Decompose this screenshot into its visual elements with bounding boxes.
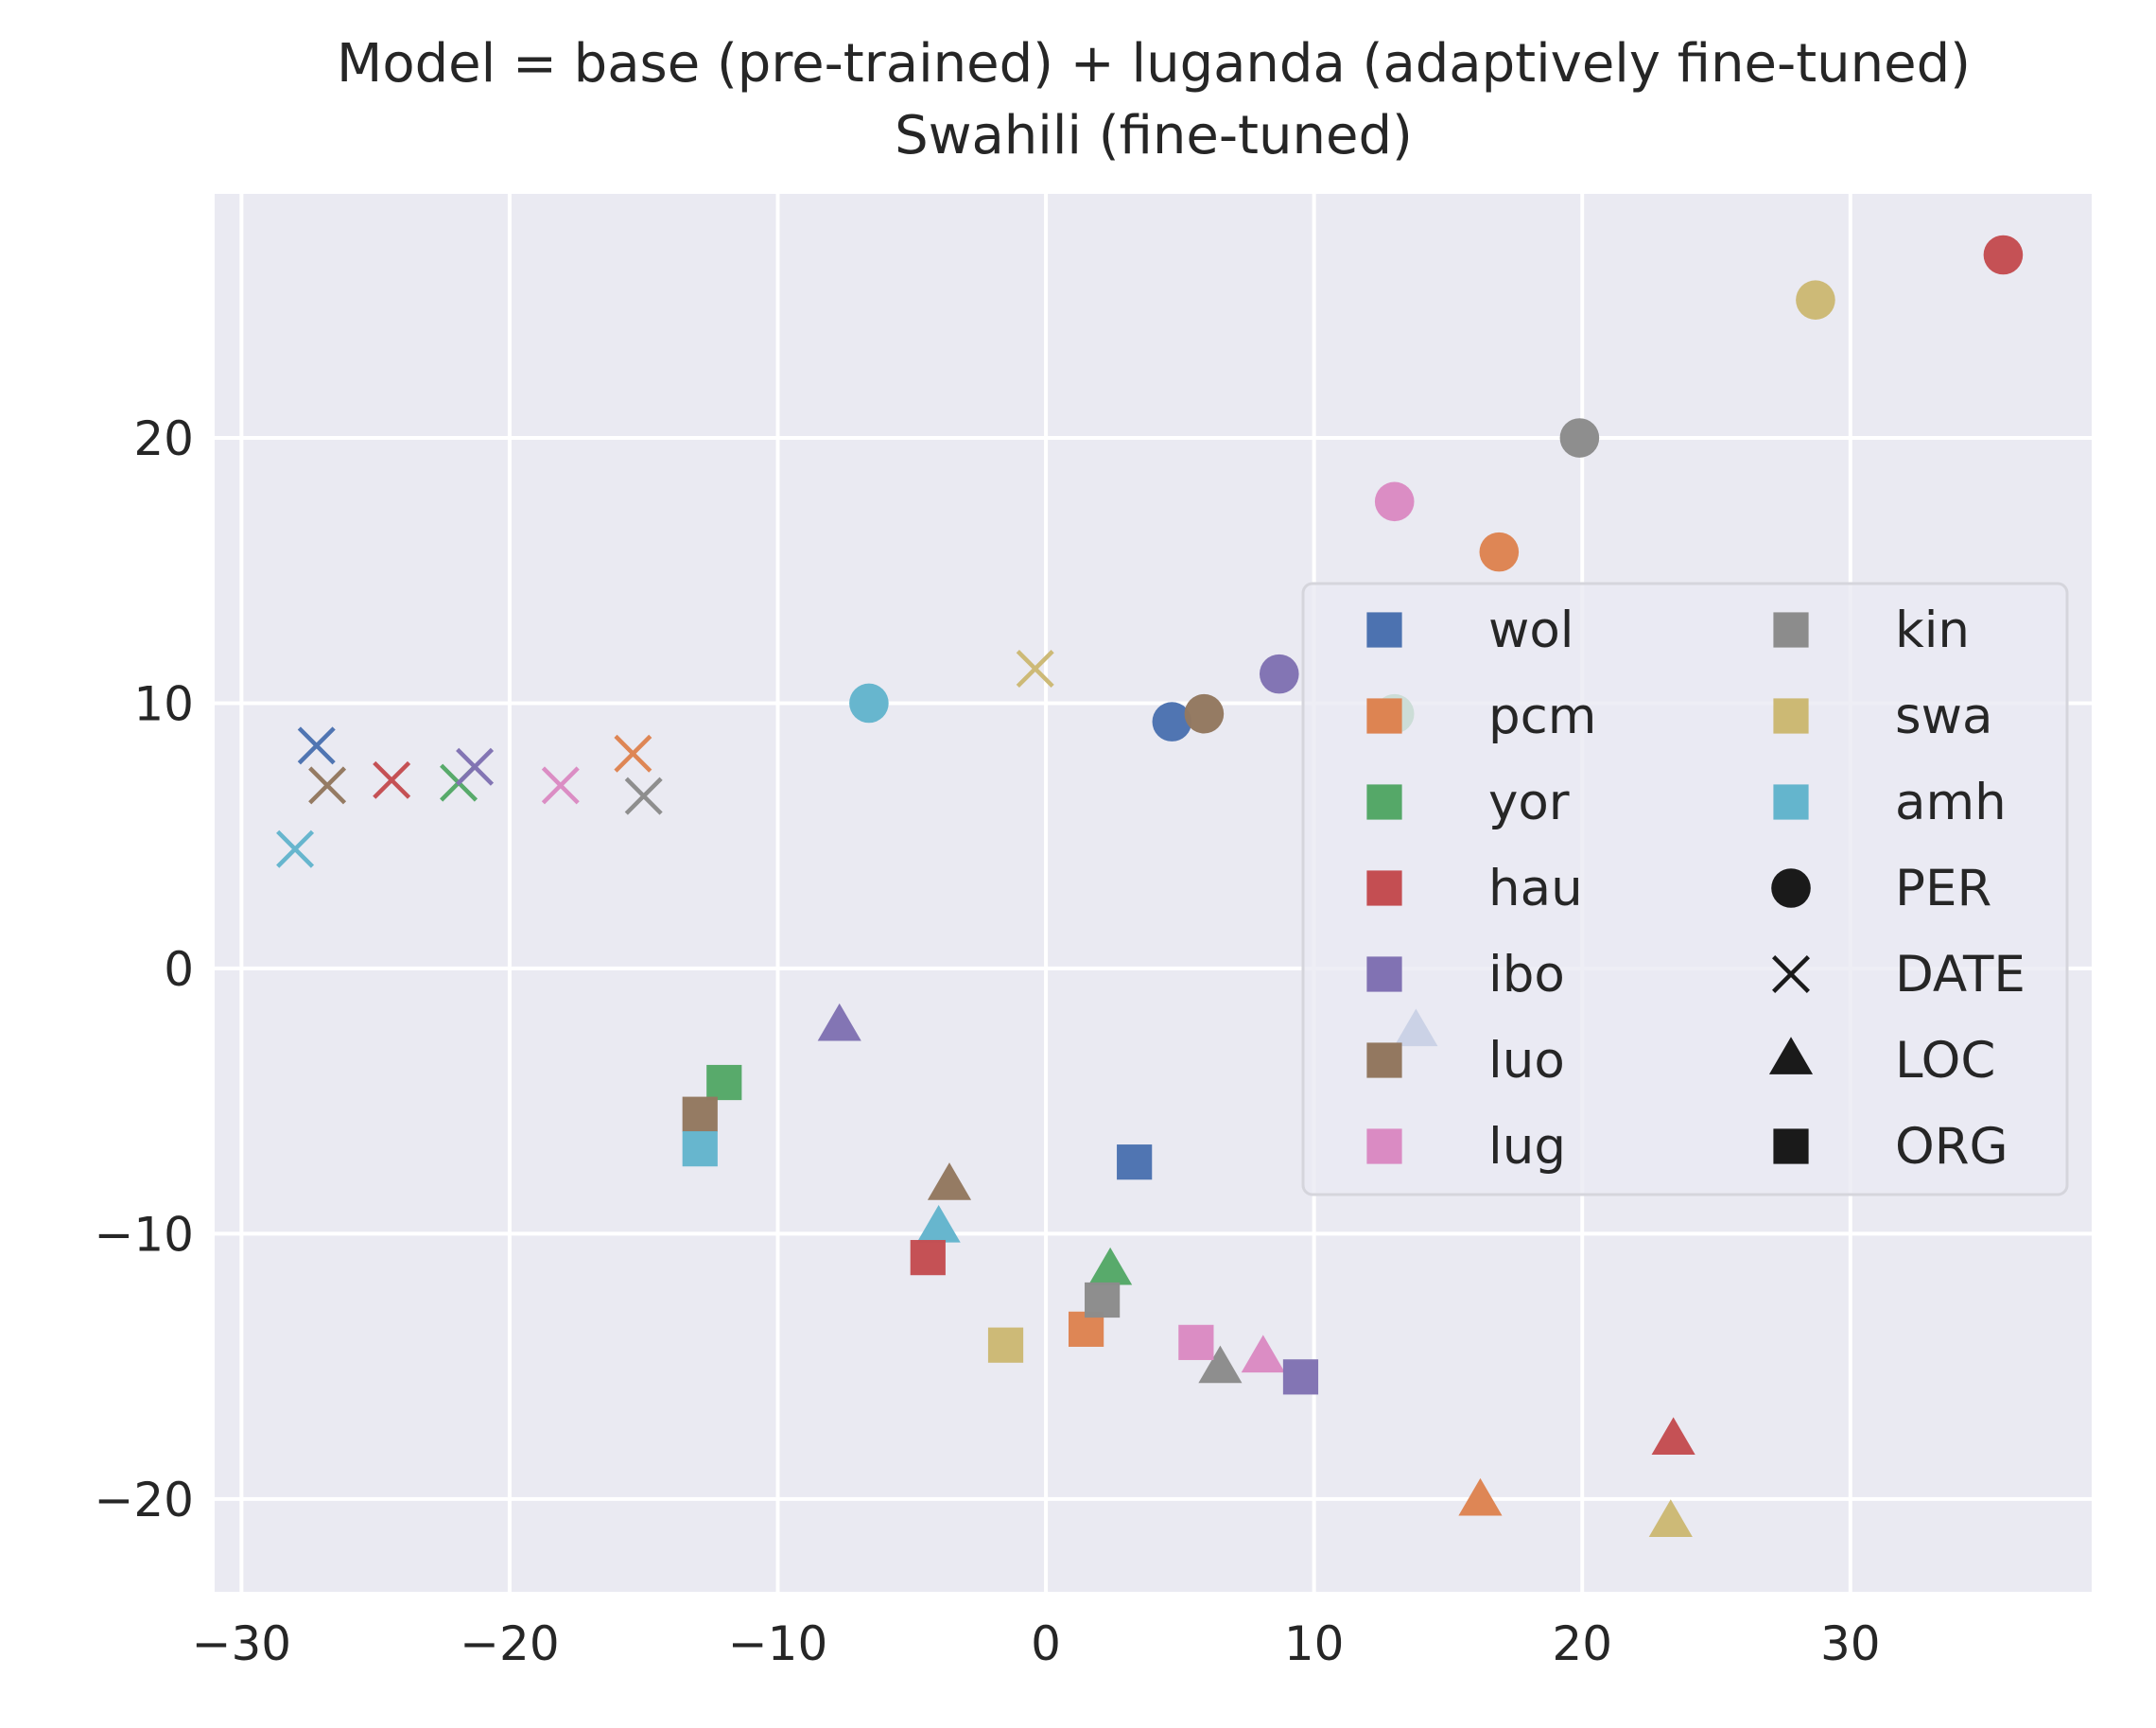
- y-tick-label: 10: [133, 676, 194, 731]
- legend-marker-hau: [1366, 870, 1402, 906]
- data-point-kin-loc: [1198, 1345, 1243, 1384]
- legend-label-hau: hau: [1488, 860, 1583, 917]
- data-point-wol-org: [1117, 1144, 1153, 1180]
- x-tick-label: −30: [192, 1616, 292, 1671]
- legend-marker-yor: [1366, 784, 1402, 820]
- legend-label-swa: swa: [1895, 688, 1992, 745]
- legend-label-ibo: ibo: [1488, 946, 1565, 1004]
- data-point-swa-loc: [1648, 1499, 1693, 1537]
- data-point-wol-date: [297, 726, 336, 765]
- x-tick-label: 30: [1820, 1616, 1881, 1671]
- data-point-hau-org: [910, 1240, 946, 1276]
- legend-label-per: PER: [1895, 860, 1991, 917]
- legend-label-pcm: pcm: [1488, 688, 1596, 745]
- data-point-amh-per: [849, 683, 889, 724]
- x-tick-label: 0: [1031, 1616, 1061, 1671]
- data-point-wol-per: [1152, 702, 1192, 742]
- data-point-kin-org: [1085, 1282, 1121, 1318]
- data-point-luo-loc: [927, 1162, 972, 1200]
- legend-marker-per: [1771, 868, 1811, 908]
- data-point-swa-org: [987, 1327, 1024, 1363]
- data-point-pcm-per: [1479, 532, 1520, 572]
- legend-marker-lug: [1366, 1128, 1402, 1164]
- legend-label-date: DATE: [1895, 946, 2026, 1004]
- data-point-lug-date: [541, 766, 580, 805]
- data-point-ibo-date: [456, 747, 495, 786]
- x-tick-label: 10: [1284, 1616, 1345, 1671]
- legend-label-yor: yor: [1488, 774, 1570, 831]
- legend-marker-wol: [1366, 612, 1402, 648]
- data-point-amh-date: [276, 829, 315, 868]
- y-tick-label: −20: [94, 1473, 194, 1527]
- data-point-hau-date: [373, 760, 411, 799]
- legend-marker-kin: [1773, 612, 1809, 648]
- legend-label-org: ORG: [1895, 1118, 2008, 1176]
- chart-subtitle: Swahili (fine-tuned): [895, 105, 1413, 166]
- data-point-lug-org: [1178, 1324, 1214, 1360]
- y-tick-label: 20: [133, 411, 194, 466]
- data-point-yor-loc: [1088, 1247, 1133, 1285]
- legend-marker-date: [1772, 955, 1810, 993]
- legend-marker-org: [1773, 1128, 1809, 1164]
- data-point-amh-loc: [916, 1204, 961, 1243]
- data-point-luo-date: [308, 766, 347, 805]
- data-point-pcm-date: [614, 734, 652, 773]
- legend-marker-swa: [1773, 698, 1809, 734]
- x-tick-label: −10: [728, 1616, 828, 1671]
- data-point-luo-org: [682, 1096, 718, 1132]
- data-point-hau-per: [1983, 235, 2024, 275]
- data-point-ibo-org: [1282, 1359, 1319, 1395]
- legend-marker-amh: [1773, 784, 1809, 820]
- x-tick-label: 20: [1552, 1616, 1612, 1671]
- chart-title: Model = base (pre-trained) + luganda (ad…: [337, 33, 1971, 95]
- legend-label-kin: kin: [1895, 602, 1970, 659]
- x-tick-label: −20: [460, 1616, 560, 1671]
- y-tick-label: −10: [94, 1207, 194, 1262]
- y-tick-label: 0: [164, 942, 194, 997]
- data-points: [276, 235, 2024, 1537]
- legend-label-luo: luo: [1488, 1032, 1565, 1090]
- data-point-hau-loc: [1651, 1417, 1695, 1456]
- data-point-ibo-per: [1259, 654, 1299, 694]
- data-point-lug-per: [1374, 481, 1415, 522]
- legend-label-lug: lug: [1488, 1118, 1566, 1176]
- data-point-swa-date: [1016, 650, 1054, 689]
- data-point-luo-per: [1184, 693, 1225, 734]
- data-point-kin-per: [1559, 418, 1600, 458]
- data-point-ibo-loc: [817, 1003, 861, 1041]
- legend-box: [1301, 582, 2069, 1196]
- legend-label-wol: wol: [1488, 602, 1574, 659]
- data-point-yor-org: [706, 1064, 742, 1101]
- data-point-swa-per: [1796, 280, 1835, 320]
- legend-marker-pcm: [1366, 698, 1402, 734]
- data-point-lug-loc: [1241, 1335, 1285, 1373]
- data-point-pcm-loc: [1458, 1477, 1503, 1516]
- data-point-kin-date: [624, 777, 663, 815]
- legend-label-loc: LOC: [1895, 1032, 1995, 1090]
- legend-marker-loc: [1768, 1037, 1814, 1074]
- legend-label-amh: amh: [1895, 774, 2007, 831]
- data-point-amh-org: [682, 1131, 718, 1167]
- legend-marker-ibo: [1366, 956, 1402, 992]
- legend: wol pcm yor hau ibo luo lug kin swa amh PER DATE LOC…: [1301, 582, 2069, 1196]
- y-axis-ticks: −20 −10 0 10 20: [94, 411, 194, 1527]
- x-axis-ticks: −30 −20 −10 0 10 20 30: [192, 1616, 1881, 1671]
- legend-marker-luo: [1366, 1042, 1402, 1078]
